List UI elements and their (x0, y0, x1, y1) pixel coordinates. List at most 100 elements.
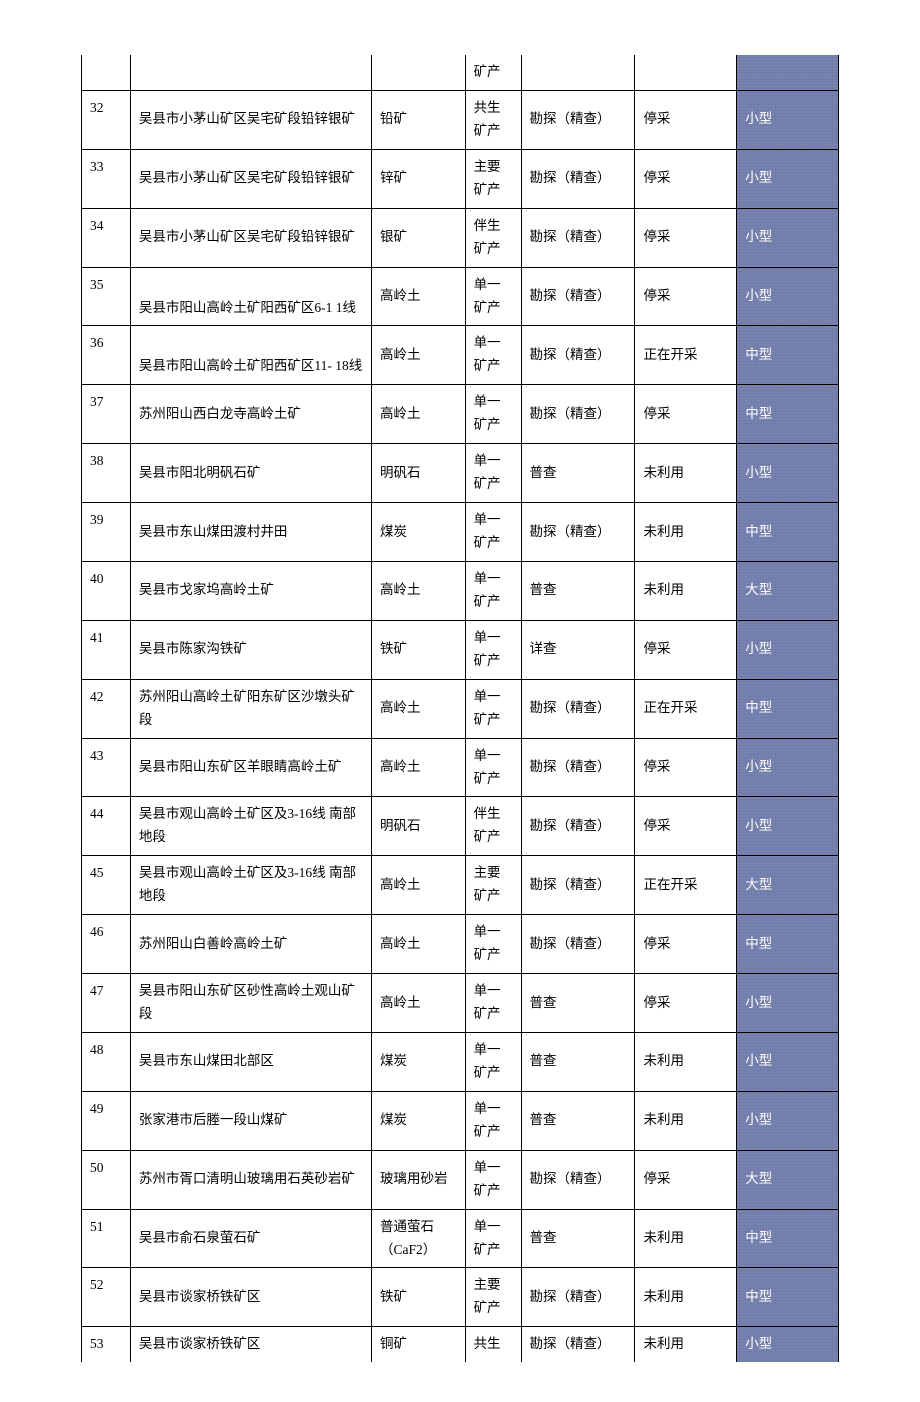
table-row: 42苏州阳山高岭土矿阳东矿区沙墩头矿段高岭土单一矿产勘探（精查）正在开采中型 (82, 679, 839, 738)
cell-status: 停采 (635, 620, 737, 679)
cell-name: 苏州市胥口清明山玻璃用石英砂岩矿 (130, 1150, 371, 1209)
cell-status: 停采 (635, 90, 737, 149)
cell-cat: 单一矿产 (465, 326, 521, 385)
cell-name: 吴县市东山煤田渡村井田 (130, 503, 371, 562)
cell-name: 吴县市谈家桥铁矿区 (130, 1327, 371, 1362)
cell-scale: 中型 (737, 915, 839, 974)
cell-scale: 中型 (737, 385, 839, 444)
cell-stage: 勘探（精查） (521, 1327, 635, 1362)
cell-status: 未利用 (635, 1268, 737, 1327)
cell-cat: 矿产 (465, 55, 521, 90)
cell-scale: 小型 (737, 208, 839, 267)
cell-type: 煤炭 (371, 1032, 465, 1091)
cell-status: 停采 (635, 738, 737, 797)
cell-num: 47 (82, 974, 131, 1033)
cell-status: 未利用 (635, 1327, 737, 1362)
cell-name: 吴县市谈家桥铁矿区 (130, 1268, 371, 1327)
cell-type: 普通萤石（CaF2） (371, 1209, 465, 1268)
cell-stage: 勘探（精查） (521, 503, 635, 562)
table-row: 36吴县市阳山高岭土矿阳西矿区11- 18线高岭土单一矿产勘探（精查）正在开采中… (82, 326, 839, 385)
cell-stage: 勘探（精查） (521, 1150, 635, 1209)
cell-cat: 主要矿产 (465, 149, 521, 208)
cell-type: 铁矿 (371, 1268, 465, 1327)
cell-stage: 勘探（精查） (521, 679, 635, 738)
cell-cat: 主要矿产 (465, 856, 521, 915)
cell-name: 吴县市阳山东矿区砂性高岭土观山矿段 (130, 974, 371, 1033)
cell-status: 未利用 (635, 503, 737, 562)
cell-stage: 普查 (521, 974, 635, 1033)
cell-name: 吴县市小茅山矿区吴宅矿段铅锌银矿 (130, 149, 371, 208)
cell-name: 吴县市阳山高岭土矿阳西矿区11- 18线 (130, 326, 371, 385)
cell-name: 吴县市观山高岭土矿区及3-16线 南部地段 (130, 856, 371, 915)
cell-cat: 单一矿产 (465, 503, 521, 562)
cell-scale: 中型 (737, 1209, 839, 1268)
cell-type: 高岭土 (371, 738, 465, 797)
cell-num: 32 (82, 90, 131, 149)
cell-num: 52 (82, 1268, 131, 1327)
cell-num: 39 (82, 503, 131, 562)
cell-name: 吴县市阳山高岭土矿阳西矿区6-1 1线 (130, 267, 371, 326)
cell-num: 48 (82, 1032, 131, 1091)
cell-type: 锌矿 (371, 149, 465, 208)
cell-type: 高岭土 (371, 267, 465, 326)
cell-num: 50 (82, 1150, 131, 1209)
cell-num: 42 (82, 679, 131, 738)
cell-cat: 共生矿产 (465, 90, 521, 149)
cell-name: 吴县市观山高岭土矿区及3-16线 南部地段 (130, 797, 371, 856)
table-row: 49张家港市后塍一段山煤矿煤炭单一矿产普查未利用小型 (82, 1091, 839, 1150)
cell-status: 停采 (635, 267, 737, 326)
cell-name: 苏州阳山白善岭高岭土矿 (130, 915, 371, 974)
cell-status: 未利用 (635, 561, 737, 620)
cell-scale: 小型 (737, 1091, 839, 1150)
cell-scale: 小型 (737, 149, 839, 208)
cell-scale (737, 55, 839, 90)
cell-stage: 勘探（精查） (521, 797, 635, 856)
cell-stage: 勘探（精查） (521, 149, 635, 208)
cell-status: 正在开采 (635, 326, 737, 385)
cell-type: 煤炭 (371, 1091, 465, 1150)
cell-num: 33 (82, 149, 131, 208)
cell-name: 吴县市俞石泉萤石矿 (130, 1209, 371, 1268)
cell-stage: 普查 (521, 1091, 635, 1150)
cell-num: 41 (82, 620, 131, 679)
cell-num: 36 (82, 326, 131, 385)
table-row: 48吴县市东山煤田北部区煤炭单一矿产普查未利用小型 (82, 1032, 839, 1091)
cell-status: 未利用 (635, 444, 737, 503)
cell-cat: 主要矿产 (465, 1268, 521, 1327)
table-row: 51吴县市俞石泉萤石矿普通萤石（CaF2）单一矿产普查未利用中型 (82, 1209, 839, 1268)
cell-stage: 勘探（精查） (521, 208, 635, 267)
cell-status: 正在开采 (635, 679, 737, 738)
cell-num: 51 (82, 1209, 131, 1268)
cell-num: 43 (82, 738, 131, 797)
table-row: 52吴县市谈家桥铁矿区铁矿主要矿产勘探（精查）未利用中型 (82, 1268, 839, 1327)
cell-name: 吴县市东山煤田北部区 (130, 1032, 371, 1091)
table-row: 32吴县市小茅山矿区吴宅矿段铅锌银矿铅矿共生矿产勘探（精查）停采小型 (82, 90, 839, 149)
cell-scale: 中型 (737, 326, 839, 385)
cell-type: 明矾石 (371, 444, 465, 503)
cell-cat: 单一矿产 (465, 1209, 521, 1268)
cell-name: 吴县市戈家坞高岭土矿 (130, 561, 371, 620)
cell-cat: 单一矿产 (465, 385, 521, 444)
table-row: 38吴县市阳北明矾石矿明矾石单一矿产普查未利用小型 (82, 444, 839, 503)
cell-num (82, 55, 131, 90)
cell-num: 49 (82, 1091, 131, 1150)
cell-cat: 共生 (465, 1327, 521, 1362)
cell-scale: 小型 (737, 974, 839, 1033)
cell-cat: 单一矿产 (465, 915, 521, 974)
table-row: 33吴县市小茅山矿区吴宅矿段铅锌银矿锌矿主要矿产勘探（精查）停采小型 (82, 149, 839, 208)
table-row: 34吴县市小茅山矿区吴宅矿段铅锌银矿银矿伴生矿产勘探（精查）停采小型 (82, 208, 839, 267)
cell-name: 吴县市小茅山矿区吴宅矿段铅锌银矿 (130, 90, 371, 149)
cell-scale: 中型 (737, 503, 839, 562)
cell-type: 高岭土 (371, 679, 465, 738)
cell-name: 苏州阳山高岭土矿阳东矿区沙墩头矿段 (130, 679, 371, 738)
cell-stage: 勘探（精查） (521, 267, 635, 326)
cell-stage: 勘探（精查） (521, 385, 635, 444)
cell-cat: 单一矿产 (465, 267, 521, 326)
cell-type: 玻璃用砂岩 (371, 1150, 465, 1209)
cell-type: 高岭土 (371, 974, 465, 1033)
cell-type: 煤炭 (371, 503, 465, 562)
cell-num: 35 (82, 267, 131, 326)
cell-scale: 小型 (737, 738, 839, 797)
cell-scale: 小型 (737, 1327, 839, 1362)
cell-scale: 小型 (737, 90, 839, 149)
